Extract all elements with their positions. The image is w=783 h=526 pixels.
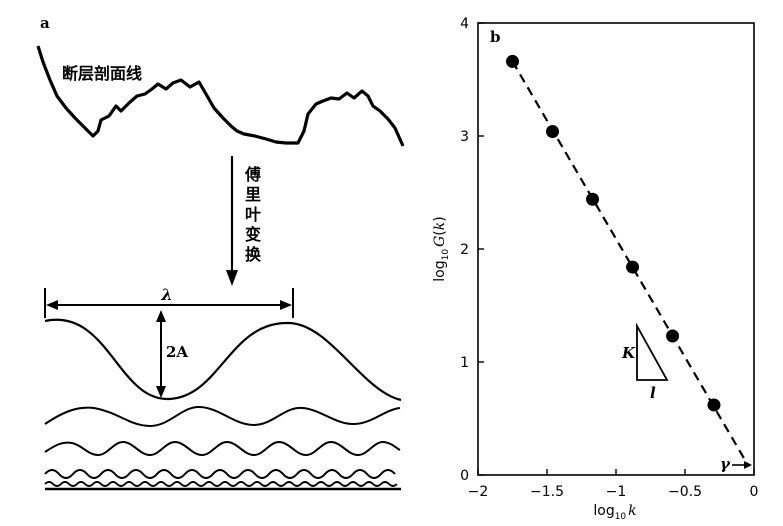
- data-point: [546, 124, 560, 138]
- y-tick-label: 3: [460, 129, 469, 145]
- panel-a-letter: a: [40, 14, 50, 32]
- data-point: [666, 329, 680, 343]
- harmonic-wave-3: [44, 441, 401, 457]
- amplitude-arrow: [156, 310, 166, 398]
- transform-char-5: 换: [245, 245, 262, 264]
- data-point: [586, 192, 600, 206]
- fault-profile-line: [36, 45, 405, 147]
- slope-rise-label: K: [621, 344, 636, 362]
- data-point: [707, 398, 721, 412]
- transform-char-1: 傅: [244, 165, 261, 184]
- panel-a: a 断层剖面线 傅 里 叶 变 换 λ 2A: [36, 14, 405, 491]
- x-tick-label: −1.5: [530, 484, 564, 500]
- x-tick-label: −0.5: [668, 484, 702, 500]
- y-tick-label: 4: [460, 16, 469, 32]
- transform-char-2: 里: [245, 185, 261, 204]
- x-tick-label: −2: [468, 484, 489, 500]
- harmonic-wave-4: [44, 469, 396, 479]
- harmonic-wave-1: [44, 318, 402, 402]
- x-tick-label: 0: [750, 484, 759, 500]
- x-tick-label: −1: [606, 484, 627, 500]
- amplitude-label: 2A: [166, 343, 188, 361]
- data-point: [506, 54, 519, 68]
- fault-profile-label: 断层剖面线: [62, 64, 142, 83]
- y-tick-label: 0: [460, 468, 469, 484]
- slope-triangle: [636, 322, 669, 381]
- wavelength-bracket: [44, 288, 294, 318]
- intercept-label: γ: [720, 455, 731, 473]
- transform-char-3: 叶: [245, 205, 261, 224]
- data-point: [626, 260, 640, 274]
- y-tick-label: 1: [460, 355, 469, 371]
- chart-marks: [506, 54, 750, 467]
- wavelength-label: λ: [160, 285, 172, 304]
- intercept-arrow: [732, 461, 752, 469]
- panel-b-letter: b: [490, 28, 501, 46]
- harmonic-wave-2: [44, 405, 401, 428]
- slope-run-label: l: [650, 384, 656, 402]
- y-axis-label: log10G(k): [432, 216, 451, 281]
- harmonic-wave-5: [44, 481, 398, 487]
- fourier-transform-arrow: [226, 156, 238, 286]
- x-axis-label: log10 k: [593, 503, 636, 522]
- transform-char-4: 变: [245, 225, 261, 244]
- axes: −2 −1.5 −1 −0.5 0 0 1 2 3 4: [460, 16, 758, 500]
- y-tick-label: 2: [460, 242, 469, 258]
